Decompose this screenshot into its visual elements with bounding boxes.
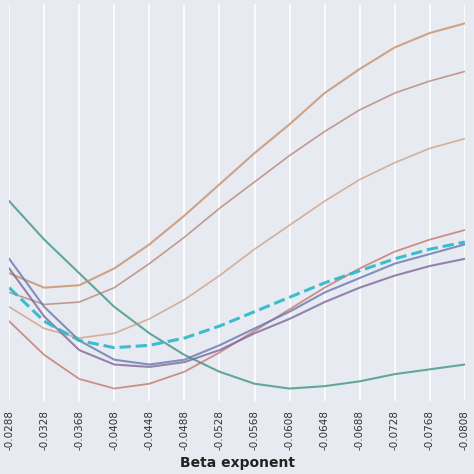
X-axis label: Beta exponent: Beta exponent xyxy=(180,456,294,470)
